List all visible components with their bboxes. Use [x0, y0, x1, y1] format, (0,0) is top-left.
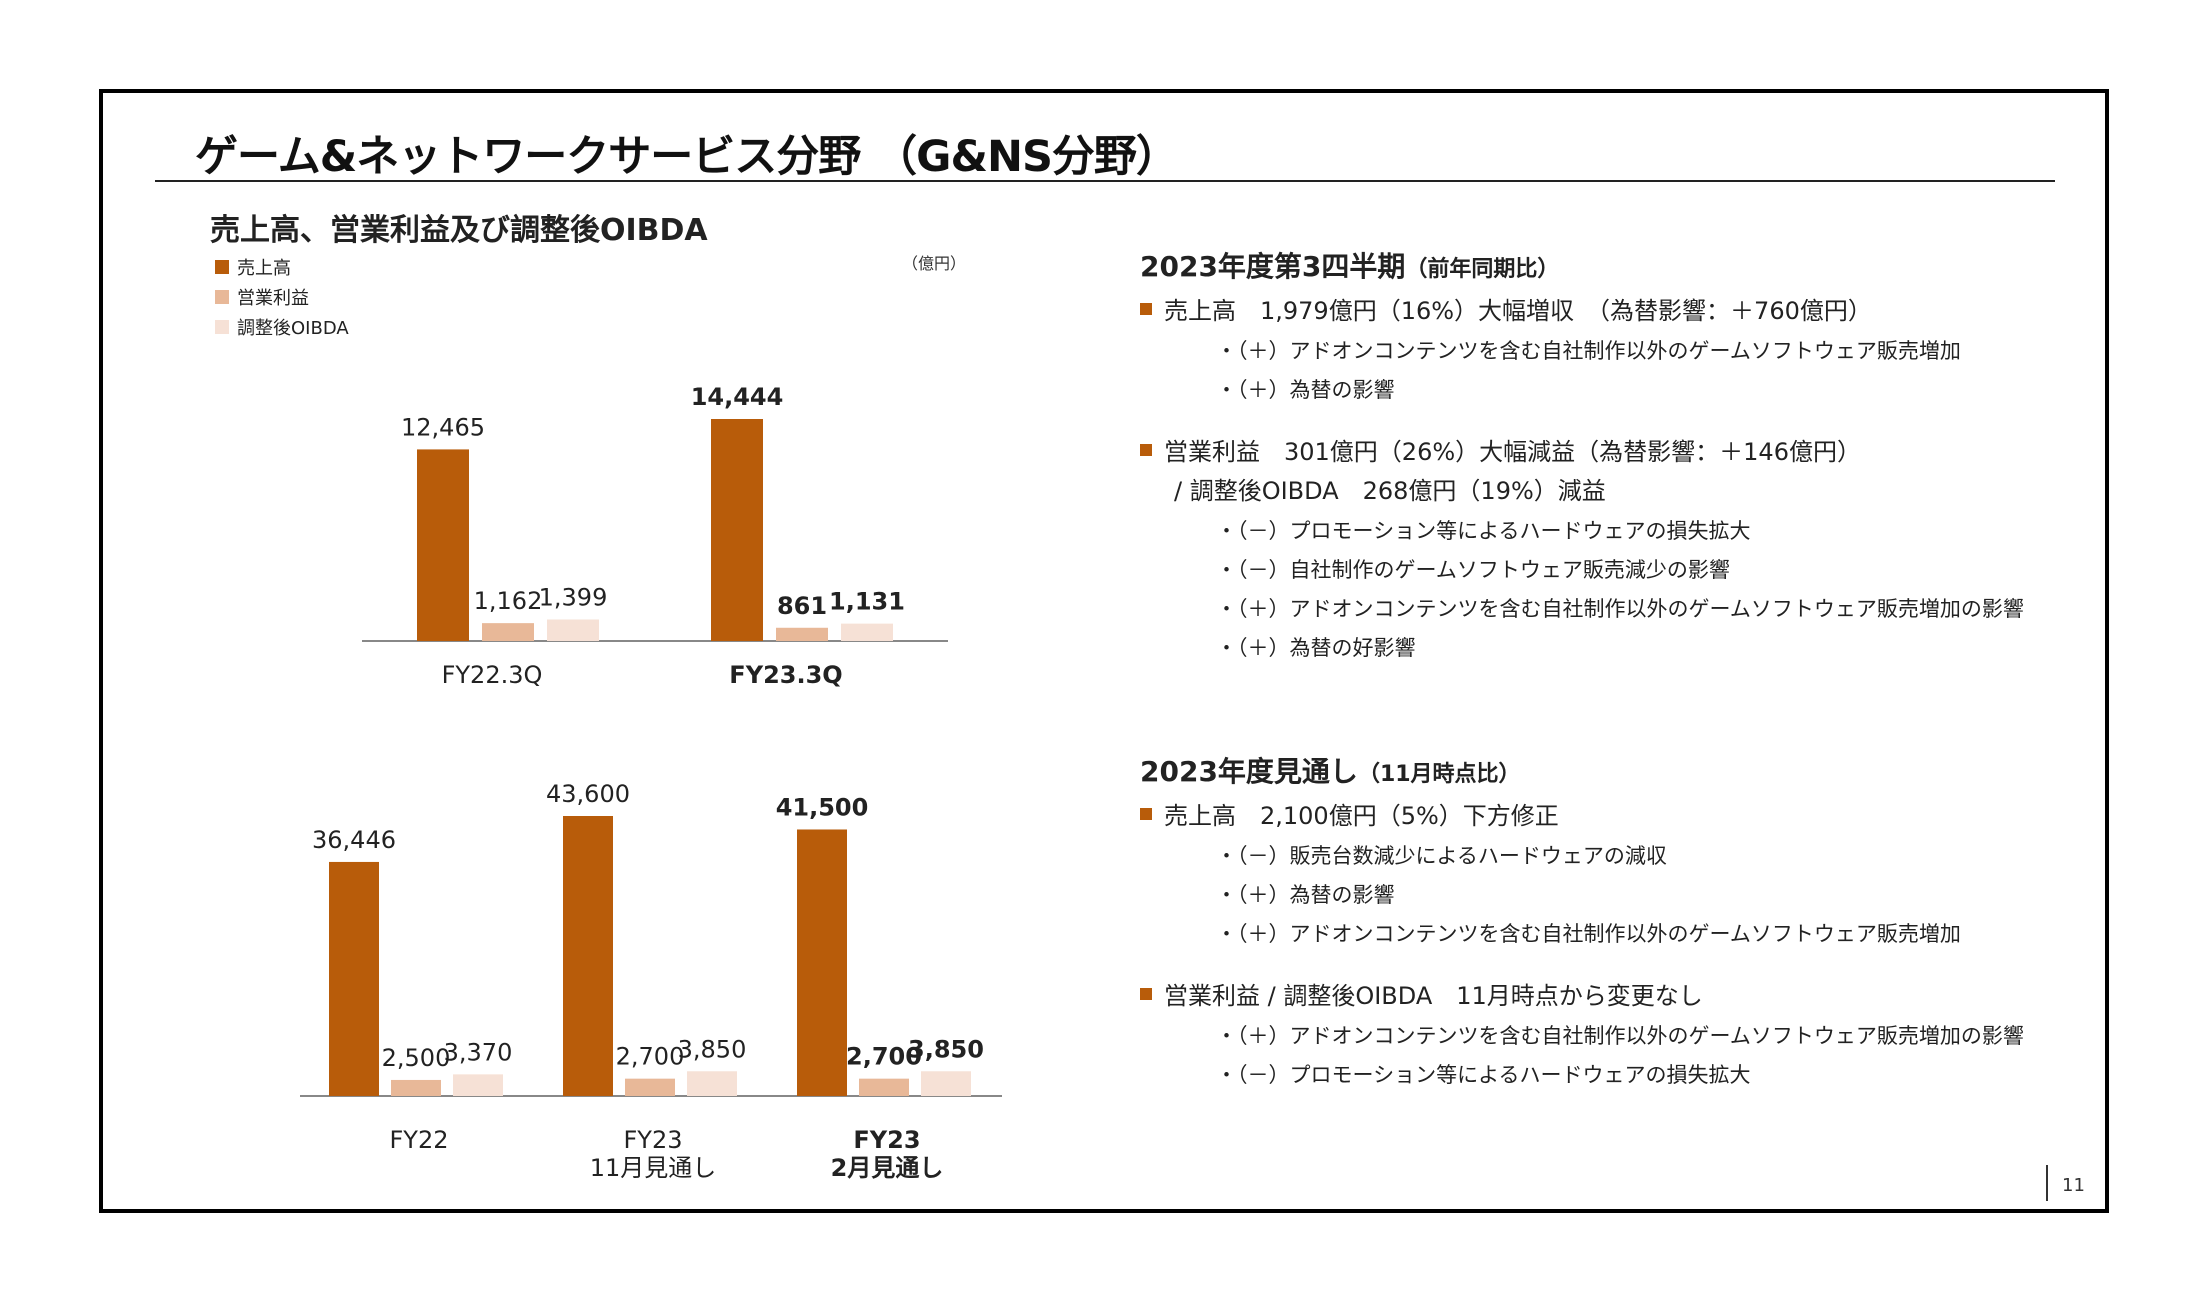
chart-heading: 売上高、営業利益及び調整後OIBDA: [210, 213, 708, 248]
bullet-square-icon: [1140, 443, 1152, 456]
bar-sales: [417, 449, 469, 641]
data-label-op-income: 2,700: [616, 1043, 685, 1071]
data-label-op-income: 2,500: [382, 1044, 451, 1072]
forecast-title-sub: （11月時点比）: [1357, 762, 1521, 787]
chart-legend: 売上高 営業利益 調整後OIBDA: [215, 252, 349, 342]
q3-oibda-line: / 調整後OIBDA 268億円（19%）減益: [1174, 477, 1606, 505]
page-number: 11: [2062, 1175, 2085, 1196]
data-label-sales: 36,446: [312, 826, 396, 854]
category-label: FY22: [389, 1126, 448, 1154]
annual-bar-chart: 36,4462,5003,370FY2243,6002,7003,850FY23…: [300, 780, 1002, 1182]
bar-sales: [711, 419, 763, 641]
forecast-op-bullet: ・（＋）アドオンコンテンツを含む自社制作以外のゲームソフトウェア販売増加の影響: [1216, 1024, 2024, 1048]
data-label-op-income: 2,700: [846, 1043, 922, 1071]
q3-sales-line: 売上高 1,979億円（16%）大幅増収 （為替影響：＋760億円）: [1140, 291, 2070, 326]
bar-oibda: [453, 1074, 503, 1096]
data-label-sales: 14,444: [691, 383, 784, 411]
commentary-panel: 2023年度第3四半期（前年同期比） 売上高 1,979億円（16%）大幅増収 …: [1140, 245, 2070, 1089]
page-number-divider: [2046, 1165, 2048, 1201]
legend-item-oibda: 調整後OIBDA: [215, 312, 349, 342]
data-label-oibda: 3,850: [908, 1035, 984, 1063]
bar-op-income: [391, 1079, 441, 1096]
forecast-op-bullet: ・（－）プロモーション等によるハードウェアの損失拡大: [1216, 1063, 1751, 1087]
forecast-sales-bullet: ・（＋）為替の影響: [1216, 883, 1395, 907]
bar-sales: [329, 861, 379, 1096]
bullet-square-icon: [1140, 302, 1152, 315]
category-label: FY23: [623, 1126, 682, 1154]
forecast-sales-text: 売上高 2,100億円（5%）下方修正: [1164, 802, 1559, 830]
legend-label-oibda: 調整後OIBDA: [237, 318, 349, 339]
bullet-square-icon: [1140, 807, 1152, 820]
data-label-sales: 43,600: [546, 780, 630, 808]
bullet-square-icon: [1140, 987, 1152, 1000]
slide-frame: [99, 89, 2109, 1213]
bar-oibda: [921, 1071, 971, 1096]
q3-sales-bullet: ・（＋）為替の影響: [1216, 378, 1395, 402]
data-label-oibda: 1,131: [829, 588, 905, 616]
q3-sales-text: 売上高 1,979億円（16%）大幅増収 （為替影響：＋760億円）: [1164, 297, 1872, 325]
legend-item-sales: 売上高: [215, 252, 349, 282]
bar-op-income: [776, 627, 828, 641]
data-label-sales: 41,500: [776, 793, 869, 821]
forecast-title: 2023年度見通し: [1140, 755, 1358, 788]
bar-oibda: [841, 623, 893, 641]
legend-item-op-income: 営業利益: [215, 282, 349, 312]
forecast-sales-bullet: ・（－）販売台数減少によるハードウェアの減収: [1216, 844, 1667, 868]
category-label: FY22.3Q: [442, 661, 543, 689]
category-label: 11月見通し: [590, 1154, 717, 1182]
forecast-sales-line: 売上高 2,100億円（5%）下方修正: [1140, 796, 2070, 831]
page-title: ゲーム&ネットワークサービス分野 （G&NS分野）: [195, 132, 1179, 182]
bar-op-income: [482, 623, 534, 641]
forecast-sales-bullet: ・（＋）アドオンコンテンツを含む自社制作以外のゲームソフトウェア販売増加: [1216, 922, 1961, 946]
legend-label-op-income: 営業利益: [237, 288, 309, 309]
forecast-op-text: 営業利益 / 調整後OIBDA 11月時点から変更なし: [1164, 982, 1703, 1010]
q3-op-line: 営業利益 301億円（26%）大幅減益（為替影響：＋146億円）: [1140, 432, 2070, 467]
forecast-op-line: 営業利益 / 調整後OIBDA 11月時点から変更なし: [1140, 976, 2070, 1011]
q3-op-bullet: ・（－）自社制作のゲームソフトウェア販売減少の影響: [1216, 558, 1730, 582]
q3-op-bullet: ・（＋）アドオンコンテンツを含む自社制作以外のゲームソフトウェア販売増加の影響: [1216, 597, 2024, 621]
q3-op-bullet: ・（－）プロモーション等によるハードウェアの損失拡大: [1216, 519, 1751, 543]
category-label: 2月見通し: [831, 1154, 944, 1182]
bar-sales: [563, 816, 613, 1096]
category-label: FY23: [853, 1126, 920, 1154]
q3-title-sub: （前年同期比）: [1405, 257, 1560, 282]
bar-oibda: [547, 619, 599, 641]
data-label-oibda: 3,850: [678, 1035, 747, 1063]
legend-label-sales: 売上高: [237, 258, 291, 279]
bar-op-income: [859, 1078, 909, 1096]
q3-title: 2023年度第3四半期: [1140, 250, 1406, 283]
data-label-oibda: 1,399: [539, 583, 608, 611]
legend-swatch-sales: [215, 260, 229, 274]
category-label: FY23.3Q: [729, 661, 842, 689]
q3-section-title: 2023年度第3四半期（前年同期比）: [1140, 245, 2070, 285]
chart-unit: （億円）: [902, 254, 967, 273]
legend-swatch-op-income: [215, 290, 229, 304]
data-label-op-income: 1,162: [474, 587, 543, 615]
bar-oibda: [687, 1071, 737, 1096]
q3-op-bullet: ・（＋）為替の好影響: [1216, 636, 1416, 660]
legend-swatch-oibda: [215, 320, 229, 334]
data-label-oibda: 3,370: [444, 1038, 513, 1066]
bar-op-income: [625, 1078, 675, 1096]
title-underline: [155, 180, 2055, 182]
q3-sales-bullet: ・（＋）アドオンコンテンツを含む自社制作以外のゲームソフトウェア販売増加: [1216, 339, 1961, 363]
forecast-section-title: 2023年度見通し（11月時点比）: [1140, 750, 2070, 790]
q3-op-text: 営業利益 301億円（26%）大幅減益（為替影響：＋146億円）: [1164, 438, 1861, 466]
data-label-sales: 12,465: [401, 413, 485, 441]
data-label-op-income: 861: [777, 592, 827, 620]
bar-sales: [797, 829, 847, 1096]
